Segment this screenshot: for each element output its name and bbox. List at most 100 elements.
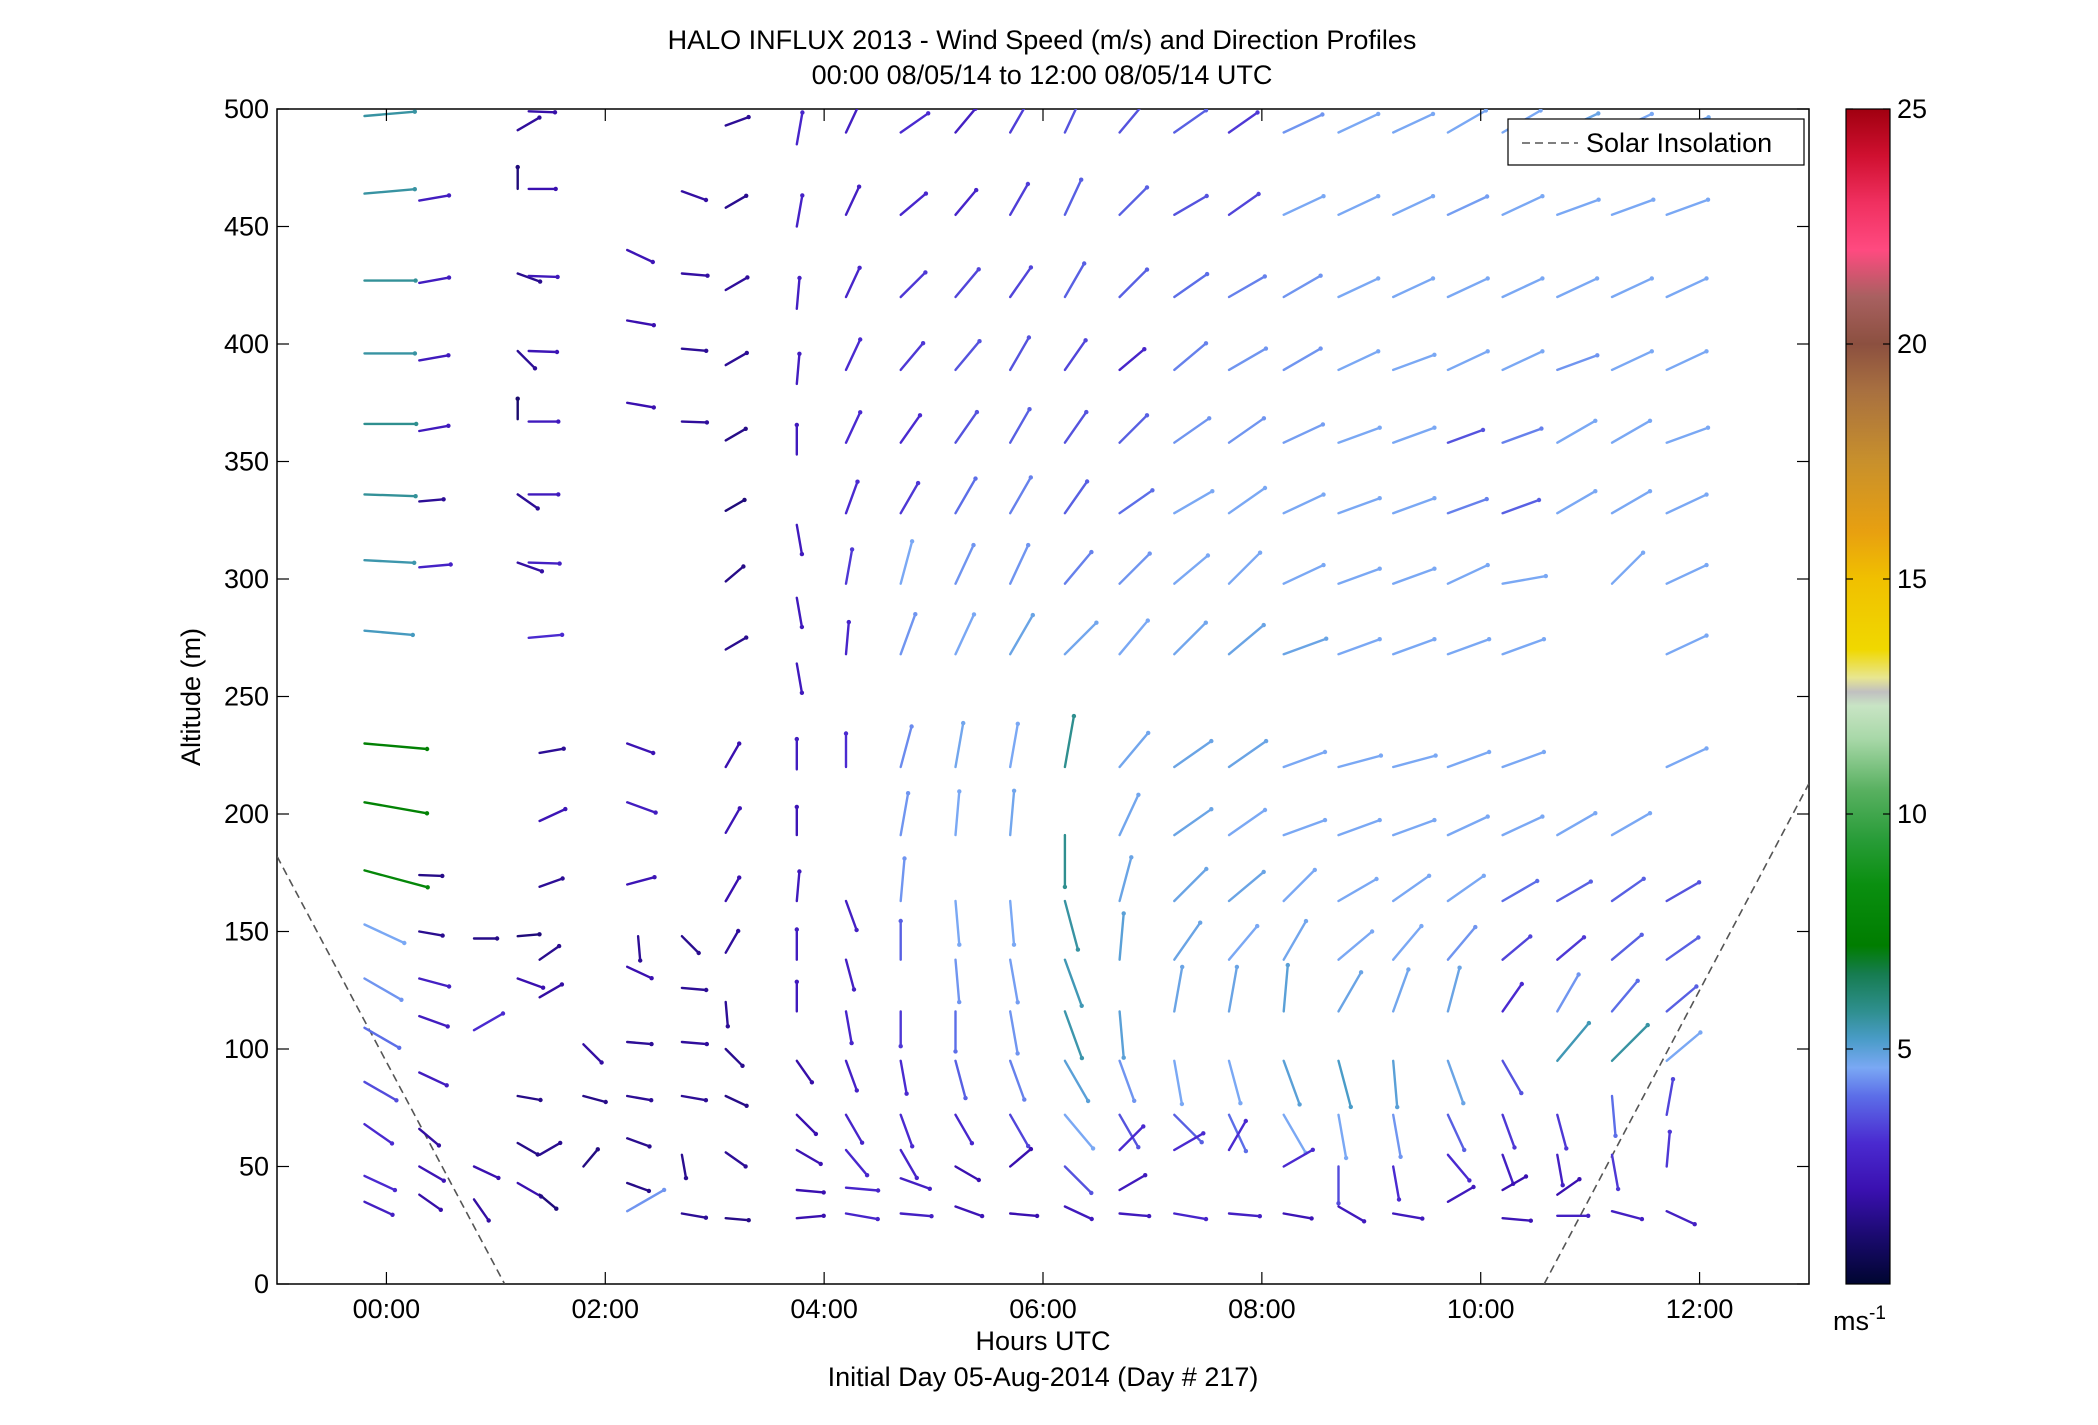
wind-vector-head — [1011, 788, 1017, 793]
wind-vector — [1665, 563, 1708, 585]
wind-vector-head — [1336, 1201, 1341, 1206]
wind-vector — [1610, 551, 1645, 585]
wind-vector — [1337, 877, 1378, 903]
wind-vector-head — [1022, 1097, 1027, 1102]
wind-vector — [899, 271, 927, 299]
wind-vector-head — [1377, 817, 1382, 823]
wind-vector-head — [864, 1173, 870, 1178]
wind-vector-head — [1082, 261, 1087, 266]
wind-vector-head — [849, 547, 855, 552]
y-tick-label: 450 — [224, 212, 269, 242]
wind-vector — [1009, 722, 1019, 769]
wind-vector — [1118, 1173, 1147, 1192]
wind-vector-head — [737, 741, 742, 746]
wind-vector-head — [929, 1214, 934, 1219]
wind-vector-head — [389, 1141, 395, 1146]
wind-vector — [1610, 350, 1654, 372]
colorbar-ticks: 5 10 15 20 25 — [1846, 94, 1927, 1064]
wind-vector-head — [424, 746, 430, 752]
wind-vector — [1118, 1125, 1145, 1152]
y-tick-label: 100 — [224, 1034, 269, 1064]
wind-vector-head — [1146, 1213, 1152, 1219]
wind-vector — [724, 742, 741, 769]
wind-vector — [844, 958, 856, 991]
wind-vector-head — [1560, 1183, 1565, 1188]
wind-vector-head — [1519, 981, 1525, 987]
wind-vector — [724, 929, 740, 954]
wind-vector-head — [649, 1098, 654, 1103]
wind-vector-head — [794, 979, 799, 984]
wind-vector-head — [563, 806, 568, 812]
wind-vector-head — [1641, 876, 1646, 881]
wind-vector — [795, 1113, 818, 1136]
wind-vector-head — [705, 273, 710, 278]
colorbar-unit-base: ms — [1833, 1306, 1869, 1336]
wind-vector — [1501, 277, 1544, 299]
wind-vector-head — [1261, 416, 1267, 421]
wind-vector-head — [448, 562, 453, 567]
wind-vector — [1556, 1113, 1568, 1150]
wind-vector — [1282, 1113, 1307, 1155]
wind-vector — [954, 340, 981, 372]
wind-vector — [954, 721, 965, 769]
wind-vector — [1337, 194, 1380, 217]
colorbar-tick-label: 15 — [1897, 564, 1927, 594]
wind-vector — [844, 109, 859, 134]
wind-vector — [680, 272, 709, 277]
wind-vector-head — [1028, 265, 1034, 270]
wind-vector — [844, 1059, 858, 1092]
wind-vector-head — [537, 279, 543, 284]
wind-vector-head — [1705, 425, 1711, 430]
wind-vector-head — [413, 278, 418, 283]
wind-vector-head — [1528, 1218, 1534, 1223]
wind-vector-head — [1084, 409, 1089, 415]
wind-vector-head — [1539, 426, 1544, 431]
wind-vector — [1282, 1148, 1315, 1168]
wind-vector-head — [532, 366, 538, 371]
chart-subtitle: 00:00 08/05/14 to 12:00 08/05/14 UTC — [812, 60, 1273, 90]
wind-vector — [626, 319, 655, 327]
wind-vector — [1173, 621, 1208, 656]
wind-vector — [418, 498, 445, 503]
wind-vector-head — [794, 736, 799, 742]
wind-vector — [1665, 936, 1700, 961]
wind-vector-head — [446, 193, 452, 198]
wind-vector — [1227, 1212, 1262, 1218]
wind-vector-head — [1210, 489, 1215, 494]
wind-vector — [418, 354, 450, 362]
wind-vector-head — [1377, 496, 1382, 501]
colorbar-fill — [1845, 108, 1891, 1285]
wind-vector — [1009, 336, 1031, 372]
wind-vector-head — [1136, 792, 1141, 797]
wind-vector — [1337, 112, 1380, 134]
wind-vector-head — [1543, 573, 1549, 579]
legend-solar-label: Solar Insolation — [1586, 128, 1772, 158]
wind-vector-head — [1462, 1147, 1467, 1153]
wind-vector — [1501, 350, 1544, 372]
wind-vector — [1556, 277, 1599, 299]
wind-vector — [1227, 275, 1267, 299]
wind-vector — [1118, 1059, 1136, 1103]
wind-vector-head — [1144, 413, 1150, 418]
wind-vector-head — [1322, 749, 1328, 755]
wind-vector — [1610, 933, 1643, 961]
wind-vector — [844, 480, 859, 515]
wind-vector-head — [1647, 418, 1653, 423]
wind-vector — [1063, 899, 1080, 951]
wind-vector — [1282, 563, 1325, 585]
wind-vector — [795, 596, 804, 629]
wind-vector-head — [553, 186, 558, 192]
wind-vector — [1501, 935, 1532, 961]
wind-vector-head — [821, 1190, 826, 1195]
wind-vector — [1282, 750, 1327, 769]
wind-vector-head — [599, 1060, 604, 1065]
wind-vector-head — [703, 1215, 709, 1220]
wind-vector — [363, 1026, 401, 1050]
y-axis-label: Altitude (m) — [176, 628, 206, 766]
wind-vector — [1556, 1177, 1581, 1196]
wind-vector — [724, 427, 747, 442]
wind-vector — [954, 1059, 967, 1100]
wind-vector — [1282, 347, 1322, 372]
wind-vector — [724, 1216, 750, 1222]
wind-vector — [1009, 109, 1026, 134]
